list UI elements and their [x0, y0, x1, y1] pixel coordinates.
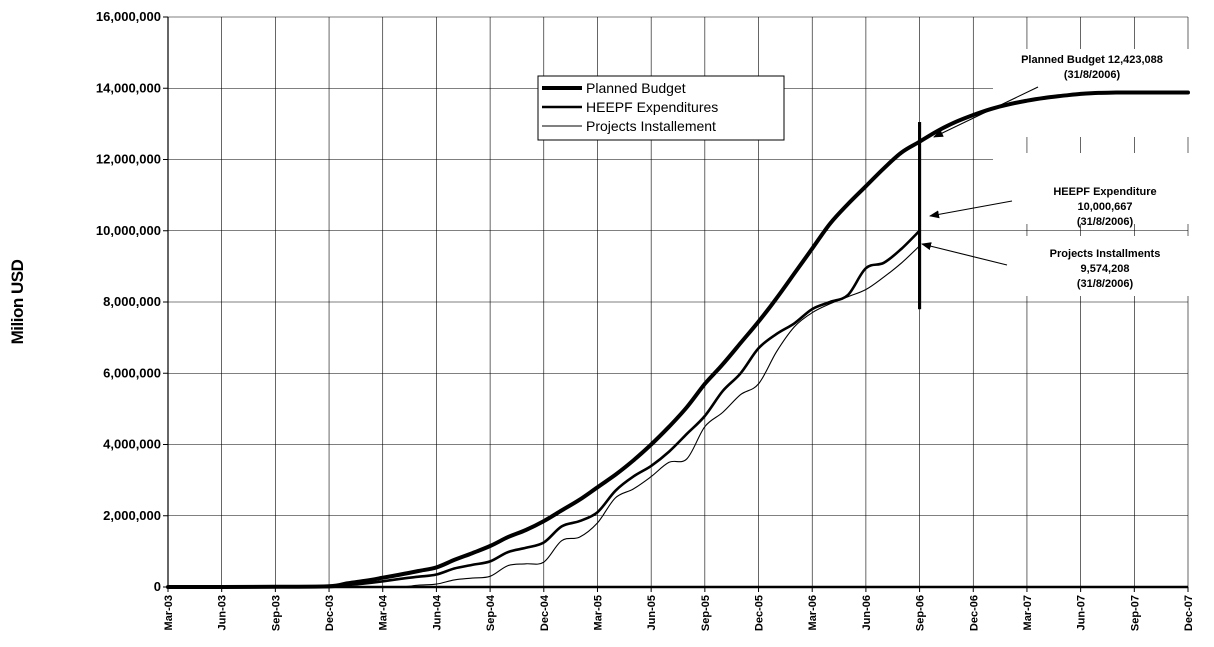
- grid: [168, 16, 1189, 587]
- legend-label: HEEPF Expenditures: [586, 99, 718, 115]
- x-tick-label: Sep-07: [1129, 595, 1141, 631]
- x-tick-label: Sep-04: [485, 594, 497, 631]
- annotation-text: (31/8/2006): [1077, 278, 1134, 290]
- annotation-text: Planned Budget 12,423,088: [1021, 54, 1163, 66]
- y-tick-label: 0: [154, 579, 161, 594]
- y-axis-label: Milion USD: [8, 259, 27, 344]
- x-tick-label: Jun-04: [431, 594, 443, 630]
- y-tick-label: 4,000,000: [103, 437, 161, 452]
- x-tick-label: Dec-04: [539, 594, 551, 631]
- annotation-text: 10,000,667: [1077, 201, 1132, 213]
- annotation-box: [993, 153, 1193, 224]
- legend-label: Planned Budget: [586, 80, 686, 96]
- annotation-arrows: [918, 86, 1039, 310]
- y-tick-label: 16,000,000: [96, 9, 161, 24]
- annotation-text: Projects Installments: [1050, 248, 1161, 260]
- x-tick-label: Jun-07: [1076, 595, 1088, 630]
- annotation-text: (31/8/2006): [1064, 69, 1121, 81]
- annotation-arrow: [933, 86, 1039, 138]
- x-tick-label: Jun-05: [646, 595, 658, 630]
- x-tick-label: Mar-06: [807, 595, 819, 630]
- y-tick-label: 12,000,000: [96, 152, 161, 167]
- annotation-text: (31/8/2006): [1077, 216, 1134, 228]
- y-tick-label: 6,000,000: [103, 365, 161, 380]
- y-tick-label: 2,000,000: [103, 508, 161, 523]
- x-tick-label: Dec-07: [1183, 595, 1195, 631]
- annotation-box: [993, 236, 1193, 296]
- x-tick-label: Dec-06: [968, 595, 980, 631]
- legend-label: Projects Installement: [586, 118, 716, 134]
- annotation-text: HEEPF Expenditure: [1053, 186, 1156, 198]
- annotation-arrow: [921, 242, 1008, 266]
- y-tick-label: 10,000,000: [96, 223, 161, 238]
- x-tick-label: Mar-05: [592, 595, 604, 630]
- x-tick-label: Jun-06: [861, 595, 873, 630]
- annotation-text: 9,574,208: [1081, 263, 1130, 275]
- y-tick-label: 8,000,000: [103, 294, 161, 309]
- series-lines: [166, 90, 1190, 589]
- x-tick-label: Sep-05: [700, 595, 712, 631]
- series-line-2: [166, 229, 921, 589]
- x-tick-label: Mar-07: [1022, 595, 1034, 630]
- legend: Planned Budget HEEPF Expenditures Projects…: [537, 75, 785, 141]
- x-tick-label: Jun-03: [217, 595, 229, 630]
- x-tick-label: Dec-03: [324, 595, 336, 631]
- x-tick-label: Sep-06: [915, 595, 927, 631]
- series-line-1: [166, 90, 1190, 589]
- series-line-3: [167, 245, 921, 588]
- y-tick-label: 14,000,000: [96, 80, 161, 95]
- x-tick-label: Mar-03: [163, 595, 175, 630]
- x-tick-label: Dec-05: [754, 595, 766, 631]
- x-tick-label: Mar-04: [378, 594, 390, 630]
- x-tick-label: Sep-03: [270, 595, 282, 631]
- annotation-arrow: [929, 200, 1013, 219]
